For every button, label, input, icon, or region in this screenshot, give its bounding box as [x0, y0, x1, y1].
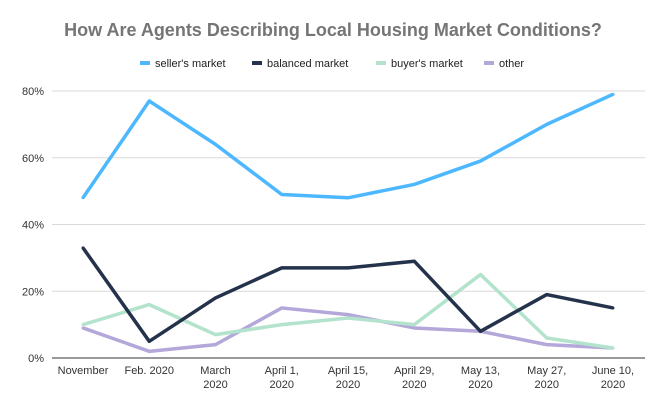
data-point: [545, 336, 549, 340]
data-point: [214, 296, 217, 300]
x-tick-label: March: [200, 365, 231, 377]
x-tick-label: May 27,: [527, 365, 566, 377]
data-point: [545, 122, 549, 126]
x-tick-label: 2020: [203, 379, 227, 391]
data-point: [412, 326, 416, 330]
data-point: [346, 313, 350, 317]
data-point: [214, 333, 217, 337]
data-point: [346, 316, 350, 320]
data-point: [346, 196, 350, 200]
x-tick-label: May 13,: [461, 365, 500, 377]
data-point: [479, 329, 482, 333]
x-tick-label: 2020: [601, 379, 625, 391]
data-point: [611, 346, 615, 350]
data-point: [214, 142, 217, 146]
data-point: [280, 266, 284, 270]
x-tick-label: November: [58, 365, 109, 377]
data-point: [611, 306, 615, 310]
y-tick-label: 80%: [22, 86, 44, 98]
data-point: [545, 293, 549, 297]
data-point: [280, 306, 284, 310]
data-point: [147, 303, 151, 307]
data-point: [81, 196, 85, 200]
data-point: [81, 246, 85, 250]
legend-label: buyer's market: [391, 58, 463, 70]
chart-title: How Are Agents Describing Local Housing …: [64, 20, 602, 40]
data-point: [81, 326, 85, 330]
data-point: [214, 343, 217, 347]
data-point: [545, 343, 549, 347]
data-point: [412, 182, 416, 186]
x-tick-label: April 15,: [328, 365, 368, 377]
data-point: [147, 339, 151, 343]
y-tick-label: 0%: [28, 353, 44, 365]
data-point: [147, 99, 151, 103]
data-point: [412, 259, 416, 263]
x-tick-label: 2020: [402, 379, 426, 391]
x-tick-label: 2020: [468, 379, 492, 391]
y-tick-label: 20%: [22, 286, 44, 298]
data-point: [479, 159, 482, 163]
data-point: [147, 349, 151, 353]
data-point: [412, 323, 416, 327]
y-tick-label: 40%: [22, 220, 44, 232]
data-point: [280, 323, 284, 327]
data-point: [81, 323, 85, 327]
x-tick-label: Feb. 2020: [124, 365, 174, 377]
x-tick-label: 2020: [535, 379, 559, 391]
data-point: [280, 192, 284, 196]
x-tick-label: April 29,: [394, 365, 434, 377]
data-point: [346, 266, 350, 270]
data-point: [611, 92, 615, 96]
x-tick-label: 2020: [270, 379, 294, 391]
y-tick-label: 60%: [22, 153, 44, 165]
x-tick-label: 2020: [336, 379, 360, 391]
legend-label: other: [499, 58, 524, 70]
legend-label: balanced market: [267, 58, 348, 70]
series-line: [81, 92, 614, 200]
data-point: [479, 273, 482, 277]
legend-label: seller's market: [155, 58, 226, 70]
series-line: [82, 272, 614, 350]
x-tick-label: June 10,: [592, 365, 634, 377]
x-tick-label: April 1,: [265, 365, 299, 377]
